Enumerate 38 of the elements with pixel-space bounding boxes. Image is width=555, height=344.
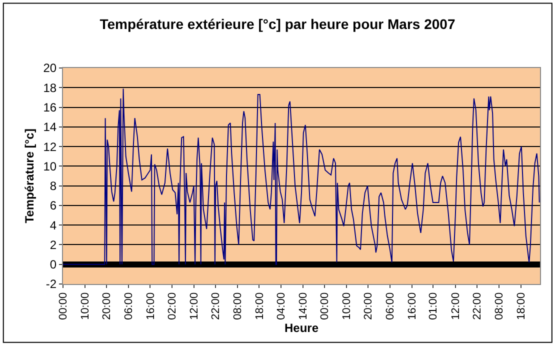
y-tick-label: 2 bbox=[50, 238, 57, 252]
x-tick-label: 08:00 bbox=[494, 292, 506, 320]
x-tick-label: 12:00 bbox=[188, 292, 200, 320]
x-tick-label: 00:00 bbox=[58, 292, 70, 320]
x-tick-label: 20:00 bbox=[101, 292, 114, 320]
y-tick-label: 16 bbox=[43, 100, 57, 114]
y-tick-label: 18 bbox=[43, 80, 57, 95]
x-tick-label: 16:00 bbox=[144, 292, 157, 320]
y-tick-label: 6 bbox=[50, 198, 57, 213]
x-tick-label: 18:00 bbox=[515, 292, 528, 320]
x-tick-label: 22:00 bbox=[210, 292, 222, 320]
y-tick-label: -2 bbox=[46, 277, 57, 292]
x-tick-label: 10:00 bbox=[340, 292, 353, 320]
x-tick-label: 18:00 bbox=[254, 292, 266, 320]
x-tick-label: 00:00 bbox=[319, 292, 332, 320]
y-tick-label: 12 bbox=[43, 140, 57, 154]
y-tick-label: 14 bbox=[43, 120, 57, 134]
x-tick-label: 10:00 bbox=[79, 292, 92, 320]
y-tick-label: 0 bbox=[50, 258, 57, 272]
x-tick-label: 12:00 bbox=[450, 292, 462, 320]
x-tick-label: 16:00 bbox=[406, 292, 418, 320]
y-tick-label: 20 bbox=[43, 61, 57, 76]
x-tick-label: 04:00 bbox=[276, 292, 288, 320]
x-tick-label: 20:00 bbox=[362, 292, 375, 320]
x-tick-label: 01:00 bbox=[428, 292, 440, 320]
y-tick-label: 4 bbox=[50, 218, 57, 232]
x-tick-label: 14:00 bbox=[297, 292, 310, 320]
x-tick-label: 06:00 bbox=[122, 292, 135, 320]
x-tick-label: 02:00 bbox=[166, 292, 179, 320]
y-axis-title: Température [°c] bbox=[22, 128, 37, 224]
x-tick-label: 08:00 bbox=[232, 292, 244, 320]
x-tick-label: 06:00 bbox=[384, 292, 397, 320]
y-tick-label: 10 bbox=[43, 159, 57, 174]
x-axis-title: Heure bbox=[284, 320, 319, 335]
line-series bbox=[63, 88, 540, 265]
chart-title: Température extérieure [°c] par heure pour Mars 2007 bbox=[100, 16, 456, 32]
x-tick-label: 22:00 bbox=[472, 292, 484, 320]
y-tick-label: 8 bbox=[50, 179, 57, 194]
